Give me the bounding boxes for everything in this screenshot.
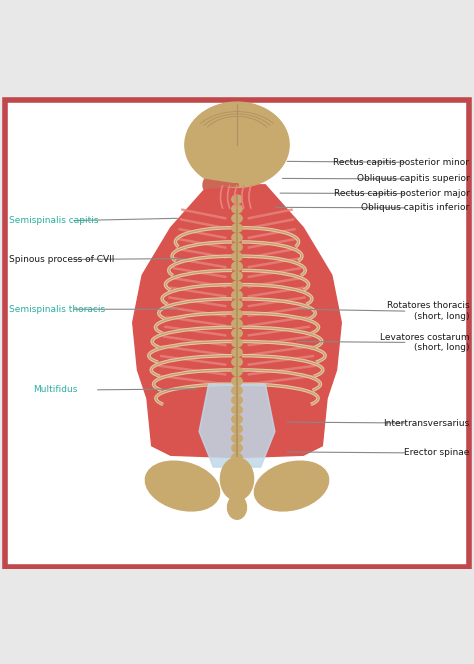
Ellipse shape: [232, 376, 242, 385]
Ellipse shape: [232, 252, 242, 261]
Ellipse shape: [185, 102, 289, 187]
Polygon shape: [199, 384, 275, 467]
Text: Spinous process of CVII: Spinous process of CVII: [9, 255, 115, 264]
Ellipse shape: [232, 406, 242, 414]
Ellipse shape: [232, 214, 242, 222]
FancyBboxPatch shape: [5, 100, 469, 566]
Text: Rotatores thoracis
(short, long): Rotatores thoracis (short, long): [387, 301, 469, 321]
Ellipse shape: [232, 454, 242, 462]
Text: Multifidus: Multifidus: [33, 385, 78, 394]
Ellipse shape: [232, 396, 242, 404]
Ellipse shape: [232, 310, 242, 318]
Ellipse shape: [232, 329, 242, 337]
Ellipse shape: [232, 348, 242, 357]
Ellipse shape: [232, 425, 242, 433]
Ellipse shape: [232, 233, 242, 242]
Text: Rectus capitis posterior minor: Rectus capitis posterior minor: [333, 158, 469, 167]
Ellipse shape: [232, 300, 242, 309]
Text: Rectus capitis posterior major: Rectus capitis posterior major: [334, 189, 469, 198]
Ellipse shape: [232, 262, 242, 270]
Ellipse shape: [232, 205, 242, 213]
Ellipse shape: [232, 243, 242, 252]
Polygon shape: [209, 185, 265, 214]
Ellipse shape: [255, 461, 328, 511]
Ellipse shape: [232, 434, 242, 443]
Ellipse shape: [232, 272, 242, 280]
Polygon shape: [133, 185, 341, 457]
Ellipse shape: [232, 281, 242, 290]
Ellipse shape: [232, 291, 242, 299]
Ellipse shape: [220, 457, 254, 500]
Ellipse shape: [232, 319, 242, 328]
Text: Erector spinae: Erector spinae: [404, 448, 469, 457]
Ellipse shape: [232, 415, 242, 424]
Text: Obliquus capitis superior: Obliquus capitis superior: [356, 175, 469, 183]
Text: Semispinalis thoracis: Semispinalis thoracis: [9, 305, 106, 314]
Text: Intertransversarius: Intertransversarius: [383, 418, 469, 428]
Text: Obliquus capitis inferior: Obliquus capitis inferior: [361, 203, 469, 212]
Ellipse shape: [146, 461, 219, 511]
Ellipse shape: [232, 339, 242, 347]
Ellipse shape: [232, 358, 242, 367]
Ellipse shape: [232, 224, 242, 232]
Text: Semispinalis capitis: Semispinalis capitis: [9, 216, 99, 225]
Ellipse shape: [232, 386, 242, 395]
Ellipse shape: [232, 444, 242, 452]
Ellipse shape: [232, 367, 242, 376]
Text: Levatores costarum
(short, long): Levatores costarum (short, long): [380, 333, 469, 352]
Ellipse shape: [232, 195, 242, 204]
Ellipse shape: [228, 495, 246, 519]
